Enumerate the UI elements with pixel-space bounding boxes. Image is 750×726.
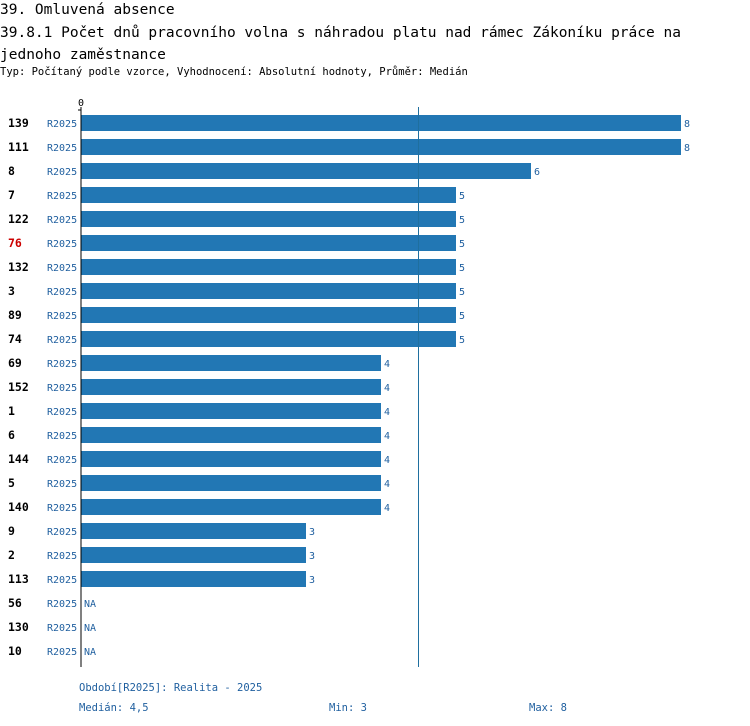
bar-1	[81, 403, 381, 419]
row-id-label: 132	[8, 260, 29, 274]
value-label-139: 8	[684, 119, 690, 130]
row-series-label: R2025	[47, 191, 77, 202]
bar-69	[81, 355, 381, 371]
row-id-label: 8	[8, 164, 15, 178]
value-label-122: 5	[459, 215, 465, 226]
row-id-label: 139	[8, 116, 29, 130]
bar-152	[81, 379, 381, 395]
value-label-69: 4	[384, 359, 390, 370]
row-id-label: 111	[8, 140, 29, 154]
bar-111	[81, 139, 681, 155]
value-label-8: 6	[534, 167, 540, 178]
row-id-label: 76	[8, 236, 22, 250]
row-series-label: R2025	[47, 287, 77, 298]
row-series-label: R2025	[47, 119, 77, 130]
bar-74	[81, 331, 456, 347]
row-series-label: R2025	[47, 647, 77, 658]
row-series-label: R2025	[47, 479, 77, 490]
value-label-140: 4	[384, 503, 390, 514]
bar-9	[81, 523, 306, 539]
value-label-6: 4	[384, 431, 390, 442]
value-label-74: 5	[459, 335, 465, 346]
value-label-1: 4	[384, 407, 390, 418]
row-series-label: R2025	[47, 407, 77, 418]
row-id-label: 130	[8, 620, 29, 634]
bar-3	[81, 283, 456, 299]
row-series-label: R2025	[47, 431, 77, 442]
row-id-label: 3	[8, 284, 15, 298]
chart-subtitle: Typ: Počítaný podle vzorce, Vyhodnocení:…	[0, 66, 468, 78]
row-id-label: 10	[8, 644, 22, 658]
row-id-label: 7	[8, 188, 15, 202]
value-label-132: 5	[459, 263, 465, 274]
row-series-label: R2025	[47, 239, 77, 250]
bar-6	[81, 427, 381, 443]
row-id-label: 89	[8, 308, 22, 322]
row-series-label: R2025	[47, 383, 77, 394]
chart-title: 39.8.1 Počet dnů pracovního volna s náhr…	[0, 25, 681, 63]
bar-144	[81, 451, 381, 467]
row-id-label: 144	[8, 452, 29, 466]
row-id-label: 113	[8, 572, 29, 586]
row-series-label: R2025	[47, 575, 77, 586]
row-series-label: R2025	[47, 599, 77, 610]
value-label-7: 5	[459, 191, 465, 202]
footer-median: Medián: 4,5	[79, 702, 149, 714]
row-id-label: 2	[8, 548, 15, 562]
row-id-label: 152	[8, 380, 29, 394]
bar-132	[81, 259, 456, 275]
row-id-label: 6	[8, 428, 15, 442]
footer-min: Min: 3	[329, 702, 367, 714]
bar-76	[81, 235, 456, 251]
value-label-3: 5	[459, 287, 465, 298]
row-series-label: R2025	[47, 143, 77, 154]
bar-5	[81, 475, 381, 491]
row-id-label: 122	[8, 212, 29, 226]
row-series-label: R2025	[47, 455, 77, 466]
bar-8	[81, 163, 531, 179]
value-label-89: 5	[459, 311, 465, 322]
footer-period: Období[R2025]: Realita - 2025	[79, 682, 263, 694]
value-label-111: 8	[684, 143, 690, 154]
row-series-label: R2025	[47, 167, 77, 178]
bar-122	[81, 211, 456, 227]
row-series-label: R2025	[47, 551, 77, 562]
row-series-label: R2025	[47, 263, 77, 274]
row-series-label: R2025	[47, 623, 77, 634]
row-id-label: 140	[8, 500, 29, 514]
value-label-113: 3	[309, 575, 315, 586]
row-series-label: R2025	[47, 311, 77, 322]
row-id-label: 1	[8, 404, 15, 418]
value-label-152: 4	[384, 383, 390, 394]
row-series-label: R2025	[47, 527, 77, 538]
bar-7	[81, 187, 456, 203]
bar-2	[81, 547, 306, 563]
bar-139	[81, 115, 681, 131]
row-series-label: R2025	[47, 359, 77, 370]
bar-113	[81, 571, 306, 587]
value-label-9: 3	[309, 527, 315, 538]
row-series-label: R2025	[47, 503, 77, 514]
value-label-130: NA	[84, 623, 96, 634]
value-label-2: 3	[309, 551, 315, 562]
value-label-5: 4	[384, 479, 390, 490]
row-id-label: 69	[8, 356, 22, 370]
row-series-label: R2025	[47, 335, 77, 346]
value-label-56: NA	[84, 599, 96, 610]
footer-max: Max: 8	[529, 702, 567, 714]
value-label-10: NA	[84, 647, 96, 658]
row-id-label: 56	[8, 596, 22, 610]
row-id-label: 9	[8, 524, 15, 538]
bar-140	[81, 499, 381, 515]
row-id-label: 5	[8, 476, 15, 490]
row-series-label: R2025	[47, 215, 77, 226]
chart-title-section: 39. Omluvená absence	[0, 2, 175, 18]
row-id-label: 74	[8, 332, 22, 346]
bar-89	[81, 307, 456, 323]
axis-zero-label: 0	[78, 98, 84, 109]
value-label-144: 4	[384, 455, 390, 466]
value-label-76: 5	[459, 239, 465, 250]
